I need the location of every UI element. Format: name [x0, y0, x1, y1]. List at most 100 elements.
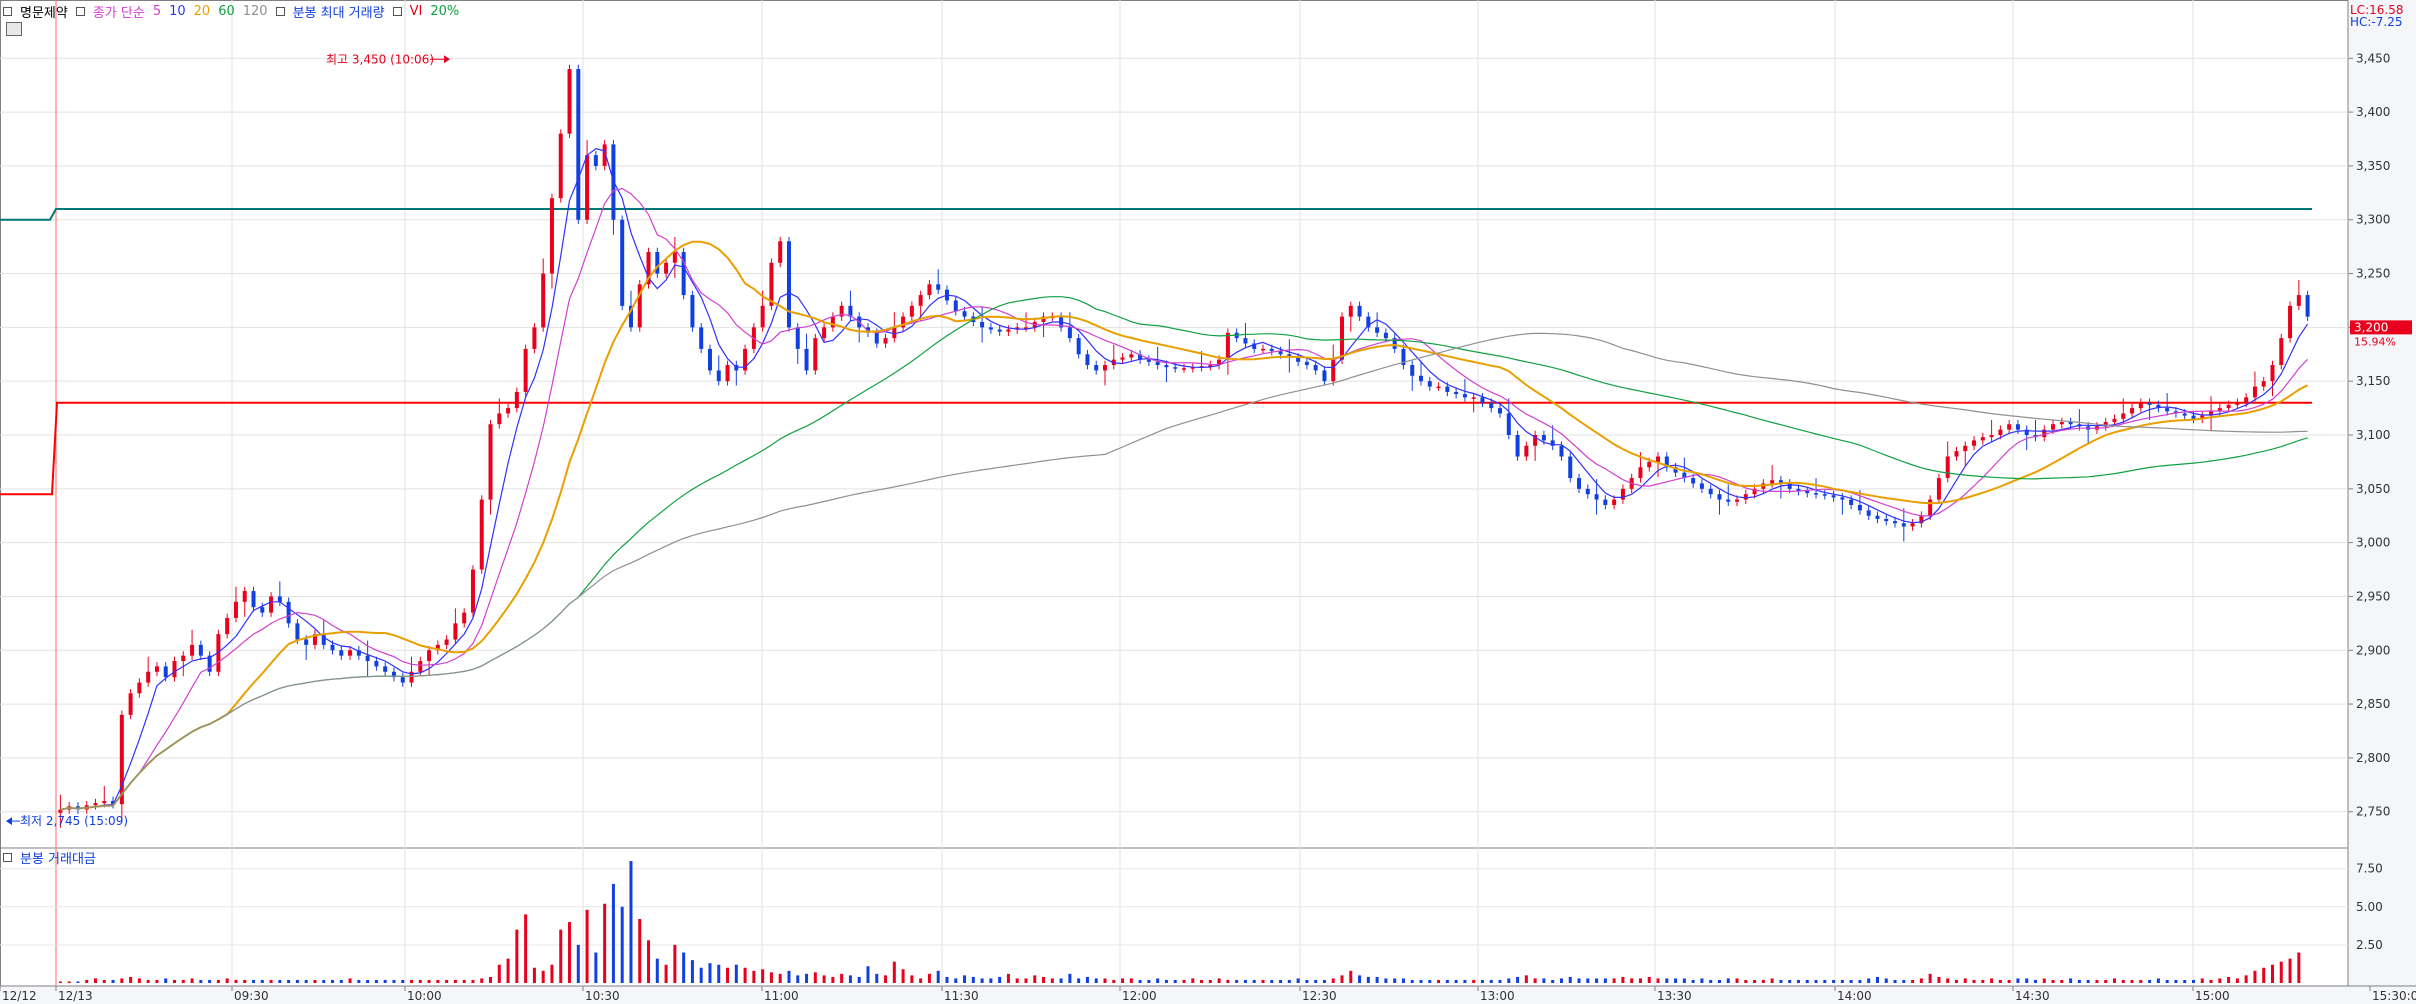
volume-bar [690, 960, 694, 983]
volume-bar [1586, 978, 1590, 983]
candle-body [444, 639, 449, 645]
volume-bar [2253, 970, 2257, 983]
x-tick-label: 12:30 [1302, 989, 1337, 1003]
candle-body [795, 327, 800, 349]
menu-icon[interactable] [6, 22, 22, 36]
volume-bar [453, 979, 457, 983]
volume-bar [2104, 979, 2108, 983]
candle-body [1085, 354, 1090, 366]
volume-bar [971, 976, 975, 983]
volume-bar [1761, 979, 1765, 983]
volume-bar [1498, 979, 1502, 983]
candle-body [1533, 435, 1538, 446]
max-volume-label[interactable]: 분봉 최대 거래량 [292, 5, 385, 21]
ma-period-20[interactable]: 20 [193, 3, 211, 19]
candle-body [822, 327, 827, 339]
volume-bar [1674, 978, 1678, 983]
vi-label[interactable]: VI [409, 3, 423, 19]
candle-body [1331, 359, 1336, 382]
vi-settings-icon[interactable] [392, 6, 402, 16]
volume-bar [1112, 979, 1116, 983]
candle-body [1831, 495, 1836, 498]
candle-body [1664, 456, 1669, 468]
ma-period-60[interactable]: 60 [218, 3, 235, 19]
candle-body [1340, 316, 1345, 360]
volume-bar [366, 979, 370, 983]
candle-body [462, 612, 467, 624]
volume-bar [1393, 978, 1397, 983]
candle-body [620, 219, 625, 306]
candle-body [786, 241, 791, 328]
x-tick-label: 11:30 [944, 989, 979, 1003]
candle-body [1893, 521, 1898, 524]
volume-bar [1656, 978, 1660, 983]
volume-bar [655, 958, 659, 983]
volume-bar [2069, 978, 2073, 983]
volume-bar [1033, 975, 1037, 983]
volume-bar [1516, 976, 1520, 983]
stock-name[interactable]: 명문제약 [20, 5, 68, 21]
volume-bar [1235, 979, 1239, 983]
candle-body [1541, 435, 1546, 441]
volume-bar [216, 979, 220, 983]
low-arrow-head [6, 817, 12, 826]
volume-bar [743, 967, 747, 983]
volume-bar [1006, 973, 1010, 983]
candle-body [681, 252, 686, 296]
candle-body [672, 252, 677, 263]
candle-body [576, 69, 581, 220]
volume-bar [1164, 979, 1168, 983]
volume-bar [1463, 979, 1467, 983]
volume-bar [374, 979, 378, 983]
settings-box-icon[interactable] [3, 6, 12, 16]
candle-body [1261, 348, 1266, 351]
ma-settings-icon[interactable] [75, 6, 85, 16]
volume-bar [1621, 976, 1625, 983]
volume-bar [392, 979, 396, 983]
candle-body [1699, 483, 1704, 489]
candle-body [1638, 467, 1643, 479]
volume-tick-label: 7.50 [2356, 862, 2383, 876]
volume-bar [647, 940, 651, 983]
ma-period-5[interactable]: 5 [152, 3, 162, 19]
candle-body [2182, 413, 2187, 416]
volume-bar [1322, 979, 1326, 983]
candle-body [848, 305, 853, 317]
volume-bar [1946, 978, 1950, 983]
volume-bar [1331, 978, 1335, 983]
ma-period-10[interactable]: 10 [169, 3, 186, 19]
volume-bar [313, 979, 317, 983]
candle-body [2015, 424, 2020, 430]
volume-bar [1384, 978, 1388, 983]
candle-body [1515, 435, 1520, 457]
candle-body [804, 348, 809, 371]
ma-label[interactable]: 종가 단순 [92, 5, 145, 21]
volume-bar [427, 979, 431, 983]
candle-body [339, 650, 344, 656]
candle-body [830, 316, 835, 328]
candle-body [260, 607, 265, 613]
candle-body [1278, 351, 1283, 355]
volume-bar [1788, 979, 1792, 983]
volume-bar [998, 976, 1002, 983]
volume-bar [489, 976, 493, 983]
volume-bar [120, 978, 124, 983]
volume-bar [550, 964, 554, 983]
volume-bar [1121, 978, 1125, 983]
candle-body [1190, 367, 1195, 369]
candle-body [865, 327, 870, 333]
volume-bar [1138, 979, 1142, 983]
volume-panel-icon[interactable] [3, 852, 12, 862]
volume-bar [1252, 979, 1256, 983]
candle-body [1656, 456, 1661, 462]
volume-bar [1375, 976, 1379, 983]
candle-body [1357, 305, 1362, 317]
volume-settings-icon[interactable] [275, 6, 285, 16]
volume-bar [1867, 978, 1871, 983]
candle-body [1225, 332, 1230, 360]
candle-body [321, 634, 326, 645]
ma-period-120[interactable]: 120 [242, 3, 268, 19]
candle-body [918, 295, 923, 306]
volume-bar [532, 967, 536, 983]
